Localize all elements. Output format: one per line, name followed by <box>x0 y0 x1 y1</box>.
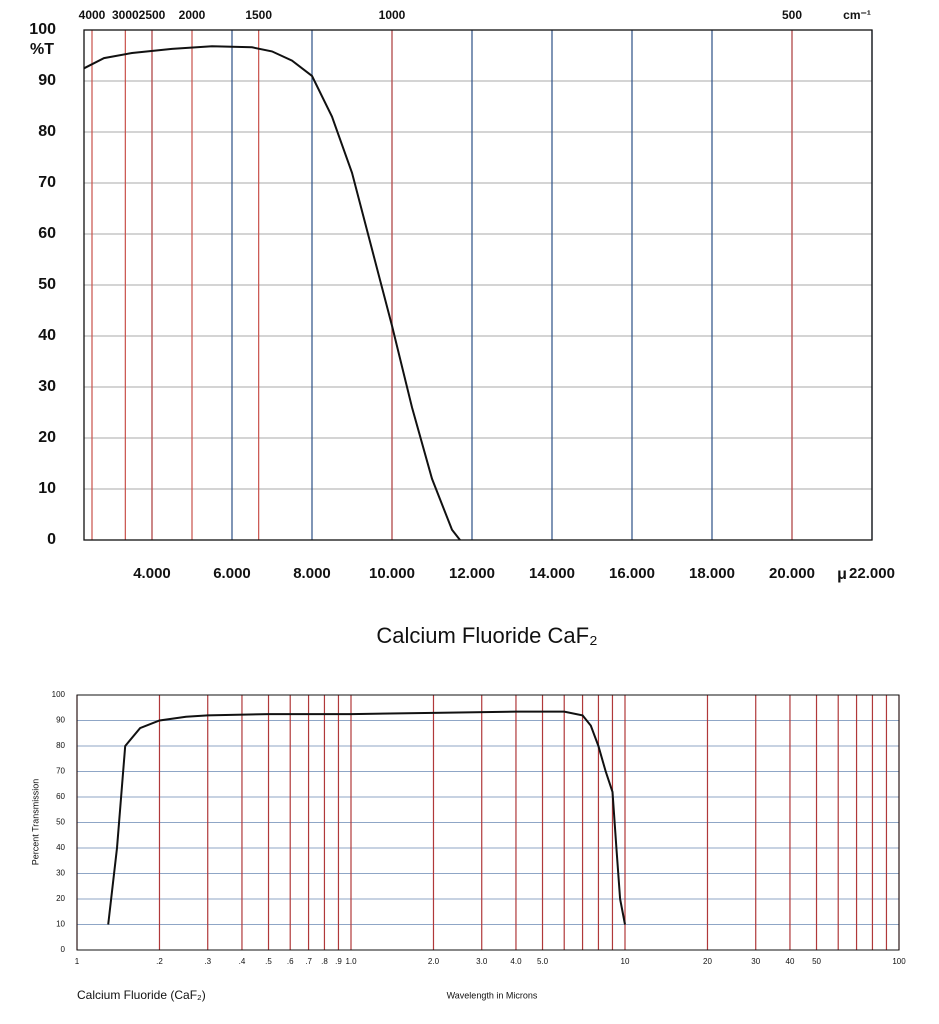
x-tick-label: 16.000 <box>609 565 655 582</box>
x-tick-label: .8 <box>321 957 328 966</box>
x2-axis-label: cm⁻¹ <box>843 8 871 22</box>
plot-frame <box>83 29 873 541</box>
x-tick-label: 6.000 <box>213 565 251 582</box>
x-tick-label: 5.0 <box>537 957 549 966</box>
y-tick-label: 60 <box>56 792 65 801</box>
plot-frame <box>76 694 900 951</box>
x-axis-label: Wavelength in Microns <box>447 990 538 1000</box>
y-tick-label: 80 <box>38 123 56 140</box>
y-tick-label: 100 <box>52 690 66 699</box>
caption: Calcium Fluoride (CaF₂) <box>77 988 206 1002</box>
transmission-curve <box>107 710 626 925</box>
x-tick-label: 1.0 <box>345 957 357 966</box>
x-tick-label: 22.000 <box>849 565 895 582</box>
y-axis-label: Percent Transmission <box>30 779 40 866</box>
y-tick-label: 90 <box>38 72 56 89</box>
y-tick-label: 80 <box>56 741 65 750</box>
x-tick-label: 40 <box>786 957 795 966</box>
x-tick-label: 100 <box>892 957 906 966</box>
x-tick-label: 12.000 <box>449 565 495 582</box>
y-tick-label: 40 <box>56 843 65 852</box>
x2-tick-label: 2500 <box>139 8 166 22</box>
x-tick-label: 10 <box>621 957 630 966</box>
y-tick-label: 90 <box>56 716 65 725</box>
y-axis-label: %T <box>30 41 54 58</box>
x-tick-label: 30 <box>751 957 760 966</box>
x-tick-label: 50 <box>812 957 821 966</box>
x-axis-label: μ <box>837 566 847 583</box>
x-tick-label: 20.000 <box>769 565 815 582</box>
x-tick-label: 20 <box>703 957 712 966</box>
y-tick-label: 10 <box>38 480 56 497</box>
x-tick-label: .9 <box>335 957 342 966</box>
y-tick-label: 100 <box>29 21 56 38</box>
y-tick-label: 50 <box>56 818 65 827</box>
x2-tick-label: 1500 <box>245 8 272 22</box>
x-tick-label: .2 <box>156 957 163 966</box>
x-tick-label: 18.000 <box>689 565 735 582</box>
y-tick-label: 70 <box>38 174 56 191</box>
x-tick-label: 3.0 <box>476 957 488 966</box>
y-tick-label: 10 <box>56 920 65 929</box>
x2-tick-label: 4000 <box>79 8 106 22</box>
x-tick-label: 14.000 <box>529 565 575 582</box>
transmission-curve <box>83 45 461 541</box>
y-tick-label: 20 <box>56 894 65 903</box>
x-tick-label: 4.0 <box>510 957 522 966</box>
y-tick-label: 20 <box>38 429 56 446</box>
y-tick-label: 0 <box>61 945 66 954</box>
x-tick-label: 10.000 <box>369 565 415 582</box>
y-tick-label: 30 <box>38 378 56 395</box>
x-tick-label: .5 <box>265 957 272 966</box>
chart-title: Calcium Fluoride CaF₂ <box>376 623 597 648</box>
y-tick-label: 0 <box>47 531 56 548</box>
y-tick-label: 70 <box>56 767 65 776</box>
y-tick-label: 50 <box>38 276 56 293</box>
x2-tick-label: 3000 <box>112 8 139 22</box>
y-tick-label: 40 <box>38 327 56 344</box>
y-tick-label: 60 <box>38 225 56 242</box>
x-tick-label: .4 <box>239 957 246 966</box>
x-tick-label: .6 <box>287 957 294 966</box>
x-tick-label: .3 <box>204 957 211 966</box>
x-tick-label: 4.000 <box>133 565 171 582</box>
x-tick-label: 1 <box>75 957 80 966</box>
x2-tick-label: 1000 <box>379 8 406 22</box>
x2-tick-label: 2000 <box>179 8 206 22</box>
y-tick-label: 30 <box>56 869 65 878</box>
x-tick-label: 8.000 <box>293 565 331 582</box>
x2-tick-label: 500 <box>782 8 802 22</box>
x-tick-label: 2.0 <box>428 957 440 966</box>
x-tick-label: .7 <box>305 957 312 966</box>
